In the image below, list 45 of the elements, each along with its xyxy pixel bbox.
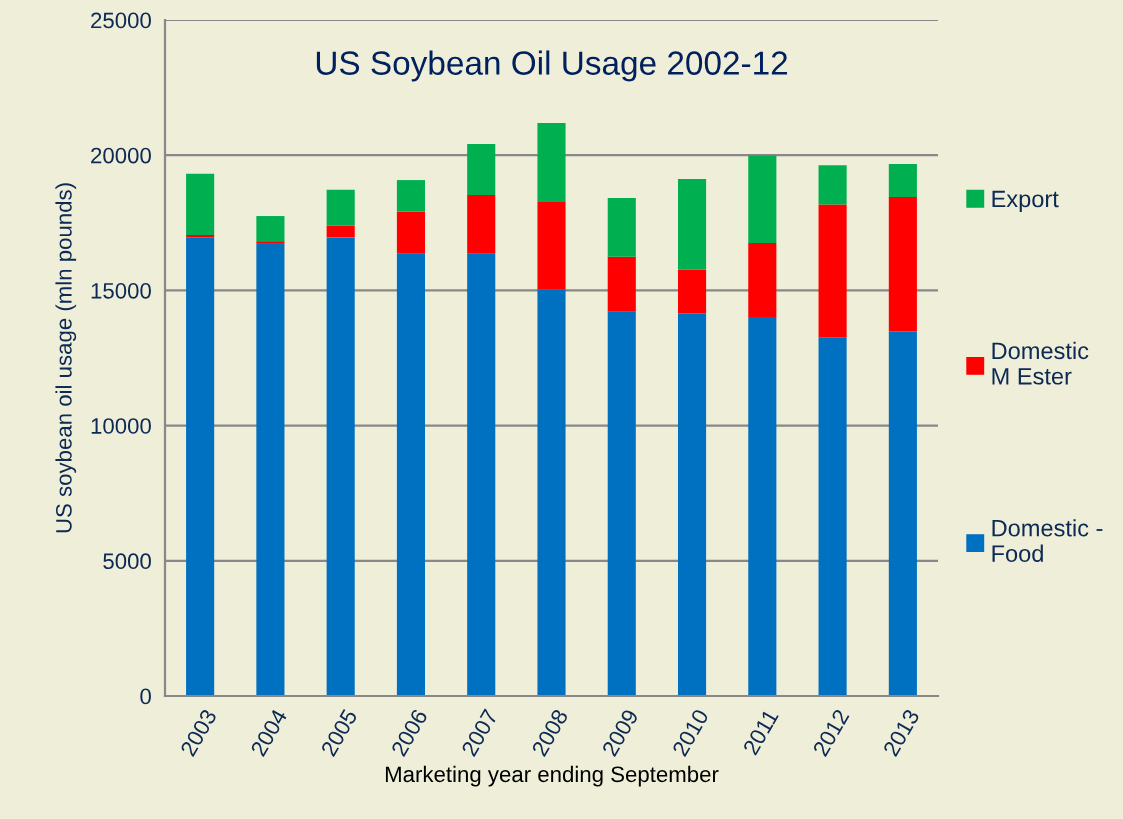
bar bbox=[396, 180, 426, 212]
bar bbox=[677, 313, 707, 696]
legend-label: Domestic - Food bbox=[992, 519, 1103, 562]
bar bbox=[748, 316, 777, 696]
y-axis-title: US soybean oil usage (mln pounds) bbox=[55, 183, 77, 533]
bar bbox=[607, 311, 636, 696]
y-tick-label: 0 bbox=[140, 688, 151, 705]
bar bbox=[818, 165, 847, 205]
bar bbox=[818, 337, 847, 696]
y-tick-label: 20000 bbox=[91, 147, 151, 164]
bar bbox=[186, 173, 215, 235]
legend-label: Domestic M Ester bbox=[992, 341, 1089, 385]
bar bbox=[888, 164, 917, 198]
bar bbox=[396, 253, 426, 696]
bar bbox=[748, 243, 777, 317]
bar bbox=[467, 144, 496, 195]
bar bbox=[677, 269, 707, 314]
bar bbox=[537, 201, 566, 290]
bar bbox=[186, 237, 215, 696]
bar bbox=[326, 189, 355, 226]
bar bbox=[467, 194, 496, 254]
bar bbox=[256, 216, 285, 242]
y-tick-label: 5000 bbox=[103, 553, 151, 570]
text: US Soybean Oil Usage 2002-12 bbox=[316, 50, 788, 82]
x-axis-title: Marketing year ending September bbox=[385, 765, 719, 787]
y-tick-label: 10000 bbox=[91, 418, 151, 434]
bar bbox=[396, 211, 426, 254]
bar bbox=[326, 225, 355, 238]
bar bbox=[677, 179, 707, 270]
bar bbox=[818, 204, 847, 338]
bar bbox=[537, 123, 566, 202]
bar bbox=[256, 243, 285, 696]
bar bbox=[186, 234, 215, 238]
y-tick-label: 15000 bbox=[91, 282, 151, 299]
bar bbox=[537, 289, 566, 696]
legend-label: Export bbox=[992, 190, 1059, 212]
bar bbox=[467, 253, 496, 696]
bar bbox=[326, 237, 355, 696]
bar bbox=[607, 256, 636, 312]
bar bbox=[748, 155, 777, 244]
y-tick-label: 25000 bbox=[91, 12, 151, 29]
bar bbox=[607, 197, 636, 257]
bar bbox=[888, 331, 917, 696]
bar bbox=[256, 241, 285, 244]
bar bbox=[888, 197, 917, 332]
